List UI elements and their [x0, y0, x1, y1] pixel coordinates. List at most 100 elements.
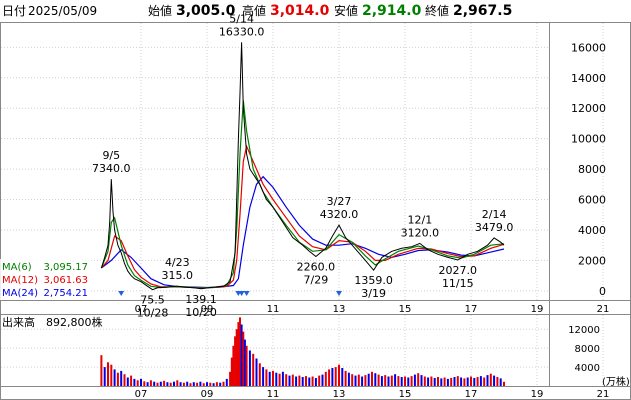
volume-bar [437, 377, 439, 386]
volume-x-tick-label: 17 [465, 389, 478, 400]
annotation-date: 10/20 [185, 306, 217, 319]
volume-bar [331, 368, 334, 386]
volume-bar [486, 375, 489, 386]
volume-bar [265, 369, 268, 386]
price-y-tick-labels: 0 2000 4000 6000 8000 10000 12000 14000 16000 [571, 41, 606, 298]
volume-bar [243, 339, 246, 386]
volume-bar [229, 371, 232, 386]
volume-bar [234, 336, 237, 386]
volume-latest-value: 892,800株 [46, 315, 103, 329]
price-y-tick-label: 10000 [571, 133, 606, 146]
volume-bar [371, 371, 373, 386]
event-marker-icon [243, 291, 250, 296]
volume-unit: (万株) [602, 375, 630, 388]
volume-bar [110, 364, 113, 386]
price-x-tick-label: 17 [465, 304, 478, 315]
volume-bar [215, 382, 218, 386]
volume-bar [305, 376, 307, 386]
volume-bar [120, 370, 123, 386]
event-markers [118, 291, 342, 296]
volume-bar [420, 375, 423, 386]
event-marker-icon [336, 291, 342, 296]
price-line [100, 42, 505, 291]
high-label: 高値 [242, 4, 267, 18]
volume-x-tick-label: 07 [135, 389, 148, 400]
volume-bar [268, 371, 271, 386]
annotation-date: 12/1 [407, 213, 432, 226]
volume-bar [417, 373, 420, 386]
volume-bar [206, 382, 208, 386]
volume-bar [240, 324, 243, 386]
volume-bar [146, 382, 149, 386]
volume-bar [470, 376, 472, 386]
volume-bar [275, 372, 278, 386]
volume-bar [140, 378, 142, 386]
ma6-line [100, 100, 505, 289]
volume-bar [196, 382, 199, 386]
volume-bar [374, 373, 377, 386]
volume-bar [499, 378, 502, 386]
volume-bar [199, 381, 202, 386]
volume-bar [318, 375, 321, 386]
annotation-date: 3/27 [327, 195, 352, 208]
ma24-line [101, 175, 505, 289]
annotation-value: 16330.0 [219, 25, 265, 38]
volume-bar [242, 331, 245, 386]
open-value: 3,005.0 [176, 3, 236, 19]
volume-bar [143, 381, 146, 386]
volume-bar [404, 376, 406, 386]
price-x-tick-label: 21 [597, 304, 610, 315]
annotation-value: 4320.0 [320, 208, 359, 221]
legend-ma6-label: MA(6) [2, 262, 32, 273]
ma-legend: MA(6) 3,095.17 MA(12) 3,061.63 MA(24) 2,… [0, 259, 90, 300]
volume-bar [496, 377, 499, 386]
volume-bar [237, 322, 240, 386]
volume-bar [278, 373, 281, 386]
volume-bar [483, 377, 486, 386]
volume-bar [219, 382, 222, 386]
annotation-value: 75.5 [140, 294, 165, 307]
volume-bar [232, 345, 235, 386]
volume-bar [443, 377, 446, 386]
volume-grid [1, 315, 604, 386]
volume-bar [298, 375, 301, 386]
volume-bar [364, 375, 367, 386]
volume-bar [176, 380, 179, 386]
volume-bar [230, 357, 233, 386]
open-label: 始値 [148, 4, 173, 18]
annotation-date: 10/28 [137, 307, 169, 320]
volume-x-tick-label: 09 [201, 389, 214, 400]
price-y-tick-label: 12000 [571, 102, 606, 115]
volume-bar [212, 383, 215, 386]
volume-bar [308, 377, 311, 386]
legend-ma12-label: MA(12) [2, 275, 38, 286]
legend-ma6-value: 3,095.17 [43, 262, 88, 273]
volume-bar [130, 375, 133, 386]
volume-x-tick-label: 19 [531, 389, 544, 400]
volume-bar [324, 371, 327, 386]
price-y-tick-label: 8000 [578, 163, 606, 176]
volume-bar [182, 382, 185, 386]
volume-bar [377, 374, 380, 386]
volume-bar [186, 381, 189, 386]
volume-bar [473, 378, 476, 386]
volume-bar [466, 377, 469, 386]
volume-bar [387, 376, 390, 386]
volume-bar [427, 377, 430, 386]
volume-bar [341, 368, 344, 386]
high-value: 3,014.0 [270, 3, 330, 19]
annotation-date: 3/19 [361, 287, 386, 300]
volume-bar [380, 376, 383, 386]
volume-bar [222, 381, 225, 386]
volume-bar [100, 355, 103, 386]
legend-background [0, 259, 90, 300]
annotation-value: 7340.0 [92, 162, 131, 175]
annotation-date: 11/15 [442, 277, 474, 290]
price-header: 日付 2025/05/09 始値 3,005.0 高値 3,014.0 安値 2… [0, 0, 631, 22]
volume-bar [394, 374, 397, 386]
price-y-tick-label: 6000 [578, 194, 606, 207]
low-label: 安値 [334, 4, 359, 18]
annotation-value: 139.1 [185, 293, 217, 306]
event-marker-icon [238, 291, 245, 296]
